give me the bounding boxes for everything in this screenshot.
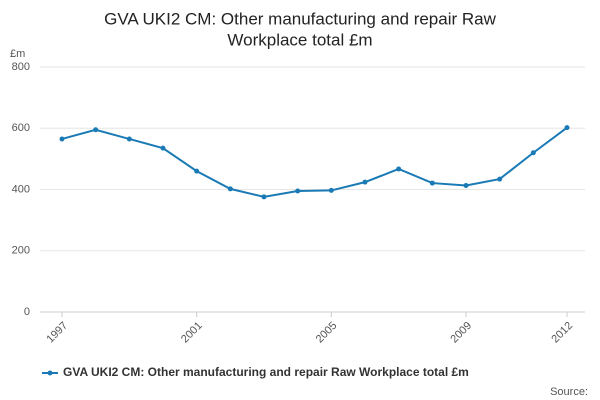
x-tick-label: 2001 — [179, 320, 205, 346]
legend-label: GVA UKI2 CM: Other manufacturing and rep… — [63, 365, 469, 379]
y-axis-label: £m — [10, 48, 25, 60]
x-tick-label: 2009 — [448, 320, 474, 346]
point — [328, 187, 334, 193]
y-tick-label: 800 — [12, 61, 30, 73]
point — [59, 136, 65, 142]
point — [497, 176, 503, 182]
chart-title-line-1: GVA UKI2 CM: Other manufacturing and rep… — [104, 9, 497, 28]
point — [261, 194, 267, 200]
point — [227, 186, 233, 192]
x-tick-label: 1997 — [44, 320, 70, 346]
series-line — [61, 126, 568, 198]
point — [295, 188, 301, 194]
point — [463, 183, 469, 189]
legend-marker — [47, 370, 53, 376]
point — [194, 168, 200, 174]
y-tick-label: 200 — [12, 245, 30, 257]
y-tick-label: 0 — [24, 306, 30, 318]
point — [93, 127, 99, 133]
y-tick-label: 600 — [12, 122, 30, 134]
point — [429, 180, 435, 186]
point — [396, 166, 402, 172]
x-tick-label: 2012 — [549, 320, 575, 346]
point — [362, 179, 368, 185]
source: Source: — [550, 386, 588, 398]
point — [126, 136, 132, 142]
y-tick-label: 400 — [12, 183, 30, 195]
point — [160, 145, 166, 151]
x-tick-label: 2005 — [314, 320, 340, 346]
point — [530, 150, 536, 156]
chart-title-line-2: Workplace total £m — [227, 30, 372, 49]
point — [564, 125, 570, 131]
